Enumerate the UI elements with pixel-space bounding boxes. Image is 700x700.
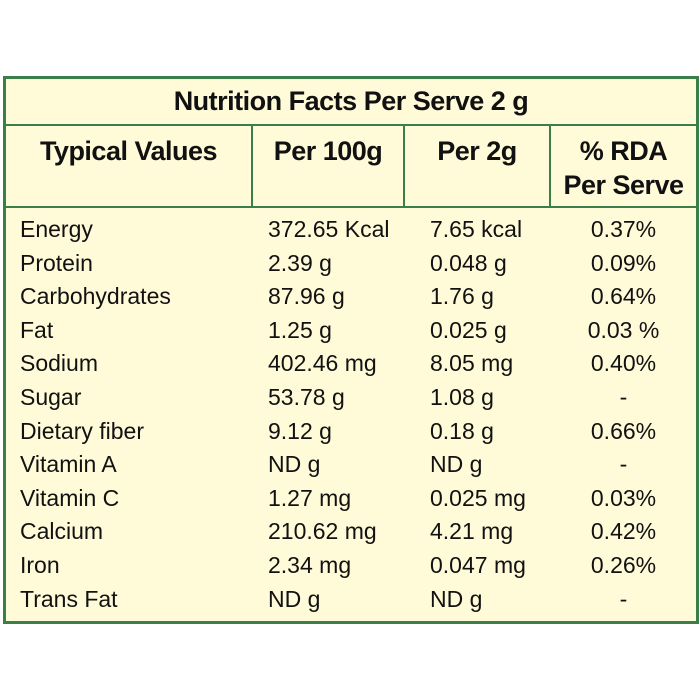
table-row: Fat 1.25 g 0.025 g 0.03 % bbox=[6, 315, 696, 349]
value-rda: - bbox=[619, 451, 628, 478]
value-rda: - bbox=[619, 585, 628, 612]
header-rda: % RDA Per Serve bbox=[551, 126, 696, 206]
table-row: Energy 372.65 Kcal 7.65 kcal 0.37% bbox=[6, 214, 696, 248]
value-per-2g: 8.05 mg bbox=[430, 350, 514, 377]
table-row: Trans Fat ND g ND g - bbox=[6, 584, 696, 618]
value-per-2g: 1.08 g bbox=[430, 383, 494, 410]
value-per-2g: 0.025 mg bbox=[430, 484, 526, 511]
table-row: Sodium 402.46 mg 8.05 mg 0.40% bbox=[6, 348, 696, 382]
nutrient-name: Iron bbox=[20, 551, 60, 578]
value-per-100g: ND g bbox=[268, 585, 321, 612]
value-per-2g: 0.18 g bbox=[430, 417, 494, 444]
column-divider bbox=[549, 126, 551, 206]
table-row: Iron 2.34 mg 0.047 mg 0.26% bbox=[6, 550, 696, 584]
value-rda: 0.64% bbox=[590, 283, 657, 310]
table-row: Carbohydrates 87.96 g 1.76 g 0.64% bbox=[6, 281, 696, 315]
value-per-2g: 0.025 g bbox=[430, 316, 507, 343]
value-per-100g: ND g bbox=[268, 451, 321, 478]
value-per-100g: 372.65 Kcal bbox=[268, 216, 390, 242]
table-row: Vitamin C 1.27 mg 0.025 mg 0.03% bbox=[6, 483, 696, 517]
value-per-100g: 210.62 mg bbox=[268, 518, 377, 545]
value-per-2g: ND g bbox=[430, 451, 483, 478]
value-per-2g: 4.21 mg bbox=[430, 518, 514, 545]
value-rda: 0.40% bbox=[590, 350, 657, 377]
header-typical-label: Typical Values bbox=[39, 136, 218, 166]
table-row: Dietary fiber 9.12 g 0.18 g 0.66% bbox=[6, 416, 696, 450]
nutrient-name: Protein bbox=[20, 249, 93, 276]
nutrient-name: Carbohydrates bbox=[20, 283, 171, 310]
header-rda-line1: % RDA bbox=[579, 136, 668, 166]
header-rda-line2: Per Serve bbox=[563, 170, 684, 200]
value-per-2g: ND g bbox=[430, 585, 483, 612]
value-rda: 0.42% bbox=[590, 518, 657, 545]
column-divider bbox=[251, 126, 253, 206]
table-title: Nutrition Facts Per Serve 2 g bbox=[6, 79, 696, 126]
table-row: Vitamin A ND g ND g - bbox=[6, 449, 696, 483]
value-per-100g: 1.27 mg bbox=[268, 484, 352, 511]
nutrient-name: Energy bbox=[20, 216, 93, 242]
header-per-100g-label: Per 100g bbox=[273, 136, 383, 166]
table-row: Sugar 53.78 g 1.08 g - bbox=[6, 382, 696, 416]
value-rda: 0.66% bbox=[590, 417, 657, 444]
nutrient-name: Vitamin C bbox=[20, 484, 120, 511]
value-per-2g: 0.047 mg bbox=[430, 551, 526, 578]
header-per-2g-label: Per 2g bbox=[437, 136, 517, 166]
value-per-2g: 1.76 g bbox=[430, 283, 494, 310]
column-divider bbox=[403, 126, 405, 206]
nutrient-name: Calcium bbox=[20, 518, 104, 545]
value-rda: 0.26% bbox=[590, 551, 657, 578]
nutrient-name: Sugar bbox=[20, 383, 82, 410]
header-per-2g: Per 2g bbox=[405, 126, 549, 206]
value-per-100g: 87.96 g bbox=[268, 283, 345, 310]
value-per-100g: 53.78 g bbox=[268, 383, 345, 410]
value-per-2g: 7.65 kcal bbox=[430, 216, 523, 242]
value-rda: 0.03 % bbox=[587, 316, 660, 343]
nutrient-name: Vitamin A bbox=[20, 451, 117, 478]
value-per-100g: 402.46 mg bbox=[268, 350, 377, 377]
nutrient-name: Sodium bbox=[20, 350, 98, 377]
value-per-100g: 9.12 g bbox=[268, 417, 332, 444]
value-per-100g: 1.25 g bbox=[268, 316, 332, 343]
header-row: Typical Values Per 100g Per 2g % RDA Per… bbox=[6, 126, 696, 208]
value-per-100g: 2.34 mg bbox=[268, 551, 352, 578]
nutrition-facts-panel: Nutrition Facts Per Serve 2 g Typical Va… bbox=[3, 76, 699, 624]
nutrient-name: Trans Fat bbox=[20, 585, 118, 612]
header-typical-values: Typical Values bbox=[6, 126, 251, 206]
table-row: Protein 2.39 g 0.048 g 0.09% bbox=[6, 248, 696, 282]
table-row: Calcium 210.62 mg 4.21 mg 0.42% bbox=[6, 516, 696, 550]
value-per-2g: 0.048 g bbox=[430, 249, 507, 276]
value-rda: 0.03% bbox=[590, 484, 657, 511]
value-rda: - bbox=[619, 383, 628, 410]
value-rda: 0.09% bbox=[590, 249, 657, 276]
nutrient-rows: Energy 372.65 Kcal 7.65 kcal 0.37% Protein 2… bbox=[6, 214, 696, 617]
nutrient-name: Dietary fiber bbox=[20, 417, 144, 444]
nutrient-name: Fat bbox=[20, 316, 54, 343]
header-per-100g: Per 100g bbox=[253, 126, 403, 206]
value-per-100g: 2.39 g bbox=[268, 249, 332, 276]
value-rda: 0.37% bbox=[590, 216, 657, 242]
